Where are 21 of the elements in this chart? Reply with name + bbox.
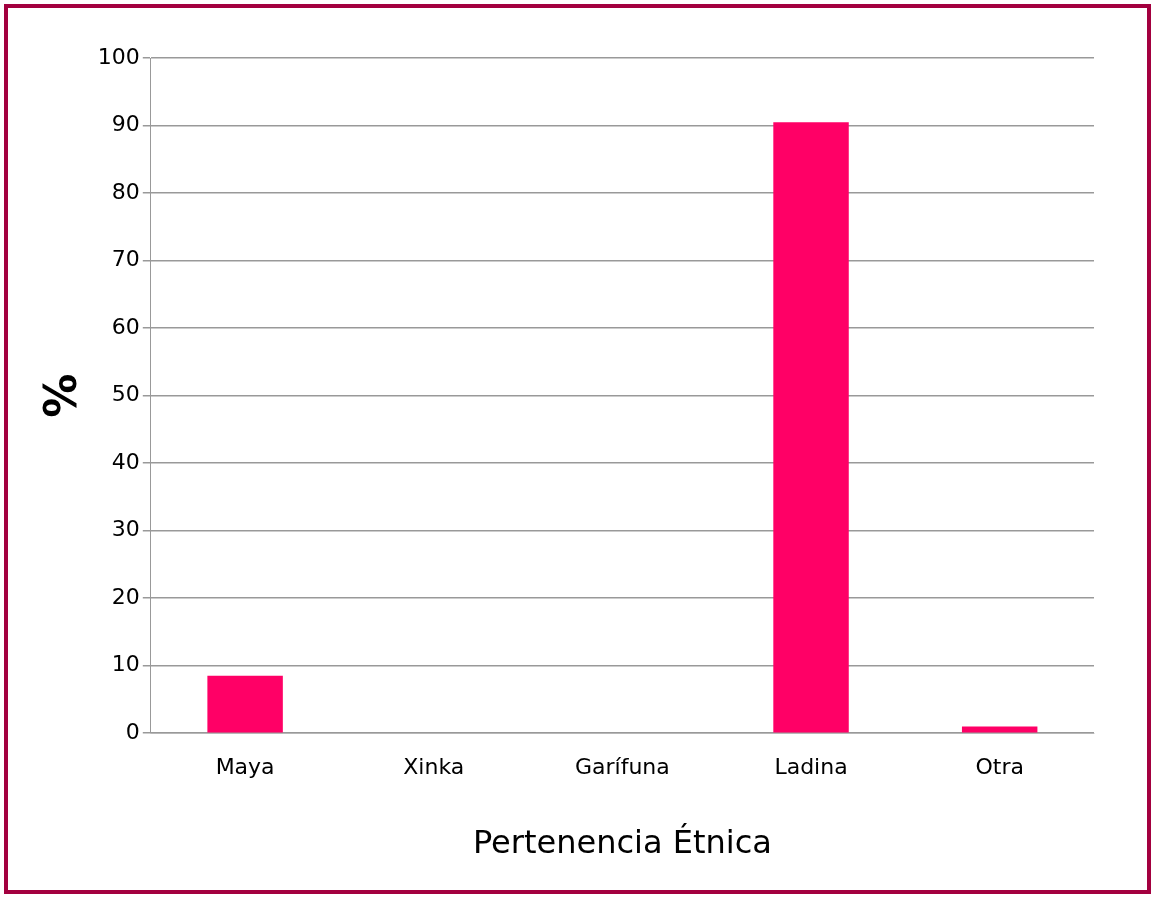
bar (773, 122, 849, 733)
y-tick-label: 10 (111, 651, 140, 677)
y-tick-label: 40 (111, 448, 140, 474)
bar (207, 675, 283, 733)
bar (961, 726, 1038, 733)
y-axis-title: % (34, 373, 86, 418)
y-tick-label: 70 (111, 246, 140, 272)
x-tick-label: Otra (975, 754, 1024, 780)
y-tick-label: 50 (111, 381, 140, 407)
y-tick-label: 20 (111, 583, 140, 609)
y-tick-label: 80 (111, 178, 140, 204)
x-axis-title: Pertenencia Étnica (472, 823, 772, 862)
x-tick-label: Maya (215, 754, 275, 780)
y-tick-label: 90 (111, 111, 140, 137)
x-tick-label: Garífuna (574, 754, 670, 780)
y-tick-label: 30 (111, 516, 140, 542)
y-tick-label: 100 (97, 43, 140, 69)
x-tick-label: Xinka (403, 754, 465, 780)
x-tick-label: Ladina (774, 754, 848, 780)
y-tick-label: 0 (125, 718, 140, 744)
y-tick-label: 60 (111, 313, 140, 339)
